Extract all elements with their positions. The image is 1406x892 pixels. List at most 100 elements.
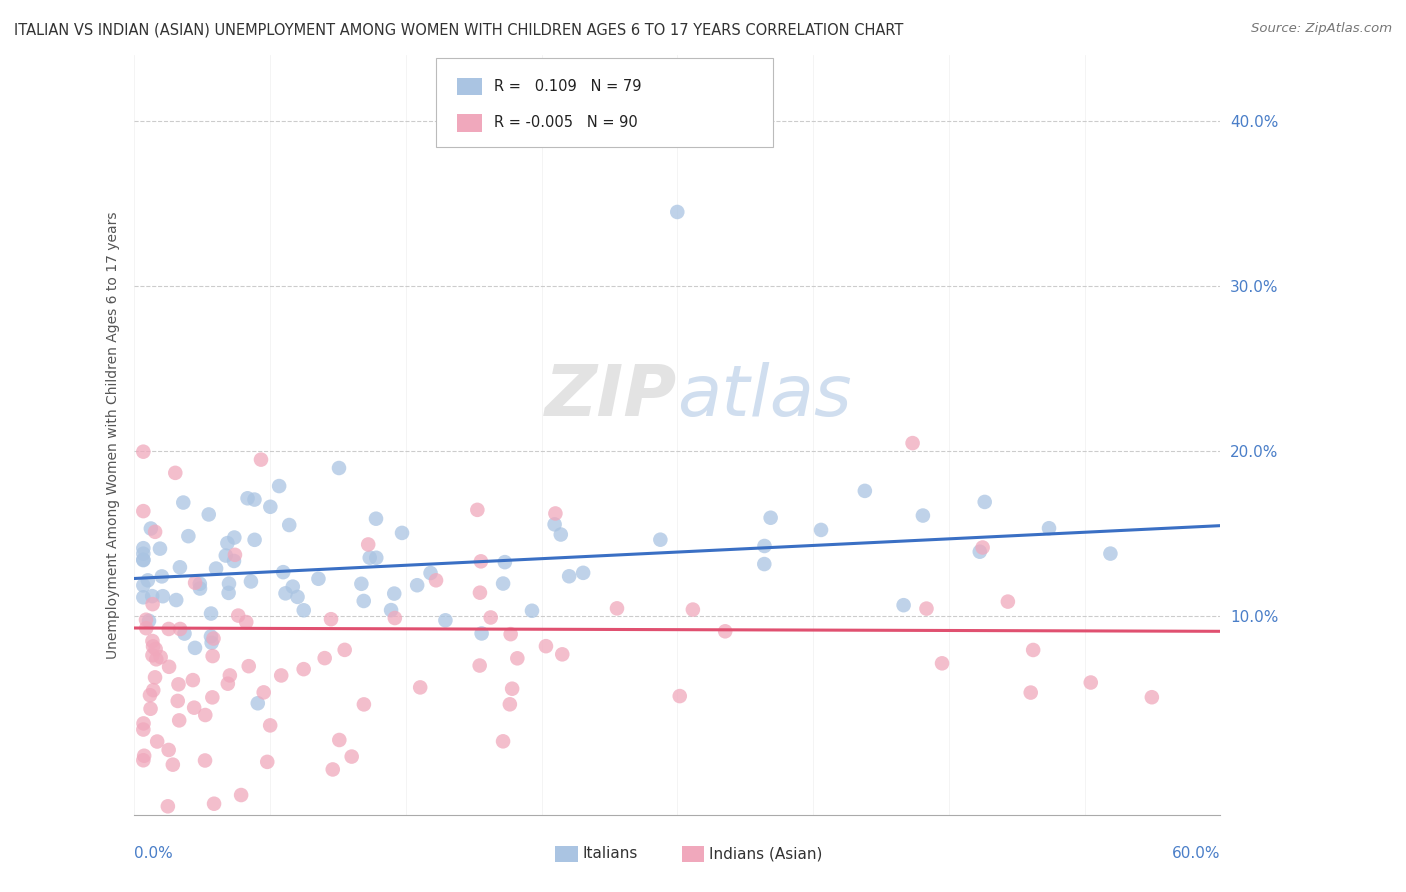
- Point: [201, 690, 224, 705]
- Point: [972, 541, 994, 555]
- Point: [200, 607, 222, 621]
- Point: [1022, 643, 1045, 657]
- Point: [139, 522, 162, 536]
- Point: [492, 734, 515, 748]
- Point: [167, 714, 190, 728]
- Point: [714, 624, 737, 639]
- Point: [142, 597, 165, 611]
- Text: 0.0%: 0.0%: [135, 846, 173, 861]
- Point: [340, 749, 363, 764]
- Point: [322, 763, 344, 777]
- Point: [235, 615, 257, 629]
- Point: [901, 436, 924, 450]
- Point: [142, 683, 165, 698]
- Point: [143, 524, 166, 539]
- Point: [184, 640, 207, 655]
- Point: [470, 554, 492, 568]
- Point: [169, 560, 191, 574]
- Point: [471, 626, 494, 640]
- Point: [494, 555, 516, 569]
- Point: [969, 545, 991, 559]
- Point: [357, 537, 380, 551]
- Point: [138, 614, 160, 628]
- Point: [384, 611, 406, 625]
- Point: [915, 601, 938, 615]
- Point: [188, 582, 211, 596]
- Point: [911, 508, 934, 523]
- Point: [132, 504, 155, 518]
- Point: [139, 688, 162, 702]
- Point: [250, 452, 273, 467]
- Point: [382, 586, 405, 600]
- Point: [218, 576, 240, 591]
- Point: [141, 634, 163, 648]
- Point: [149, 541, 172, 556]
- Point: [243, 533, 266, 547]
- Point: [202, 632, 225, 646]
- Point: [380, 603, 402, 617]
- Point: [1038, 521, 1060, 535]
- Point: [184, 575, 207, 590]
- Point: [135, 621, 157, 635]
- Point: [172, 495, 194, 509]
- Point: [150, 569, 173, 583]
- Point: [226, 608, 249, 623]
- Point: [1019, 685, 1042, 699]
- Point: [217, 676, 239, 690]
- Point: [353, 594, 375, 608]
- Point: [132, 444, 155, 458]
- Text: Source: ZipAtlas.com: Source: ZipAtlas.com: [1251, 22, 1392, 36]
- Point: [139, 702, 162, 716]
- Point: [236, 491, 259, 506]
- Text: ZIP: ZIP: [546, 362, 678, 432]
- Text: 60.0%: 60.0%: [1171, 846, 1220, 861]
- Point: [419, 566, 441, 580]
- Point: [1080, 675, 1102, 690]
- Point: [167, 677, 190, 691]
- Point: [551, 648, 574, 662]
- Point: [606, 601, 628, 615]
- Point: [853, 483, 876, 498]
- Point: [202, 797, 225, 811]
- Point: [550, 527, 572, 541]
- Point: [145, 652, 167, 666]
- Point: [973, 495, 995, 509]
- Point: [319, 612, 342, 626]
- Point: [246, 696, 269, 710]
- Point: [269, 479, 291, 493]
- Point: [359, 550, 381, 565]
- Text: R =   0.109   N = 79: R = 0.109 N = 79: [494, 79, 641, 94]
- Point: [492, 576, 515, 591]
- Point: [501, 681, 523, 696]
- Point: [141, 648, 163, 663]
- Point: [162, 757, 184, 772]
- Point: [468, 658, 491, 673]
- Point: [218, 586, 240, 600]
- Point: [200, 629, 222, 643]
- Point: [132, 753, 155, 767]
- Point: [132, 552, 155, 566]
- Point: [353, 698, 375, 712]
- Point: [499, 698, 522, 712]
- Point: [810, 523, 832, 537]
- Point: [364, 512, 387, 526]
- Point: [229, 788, 252, 802]
- Point: [173, 626, 195, 640]
- Point: [181, 673, 204, 687]
- Point: [194, 708, 217, 723]
- Point: [572, 566, 595, 580]
- Point: [754, 539, 776, 553]
- Point: [650, 533, 672, 547]
- Point: [143, 670, 166, 684]
- Point: [136, 574, 159, 588]
- Point: [132, 578, 155, 592]
- Point: [270, 668, 292, 682]
- Point: [243, 492, 266, 507]
- Point: [156, 799, 179, 814]
- Point: [931, 657, 953, 671]
- Point: [132, 553, 155, 567]
- Point: [132, 547, 155, 561]
- Point: [314, 651, 336, 665]
- Point: [499, 627, 522, 641]
- Point: [259, 718, 281, 732]
